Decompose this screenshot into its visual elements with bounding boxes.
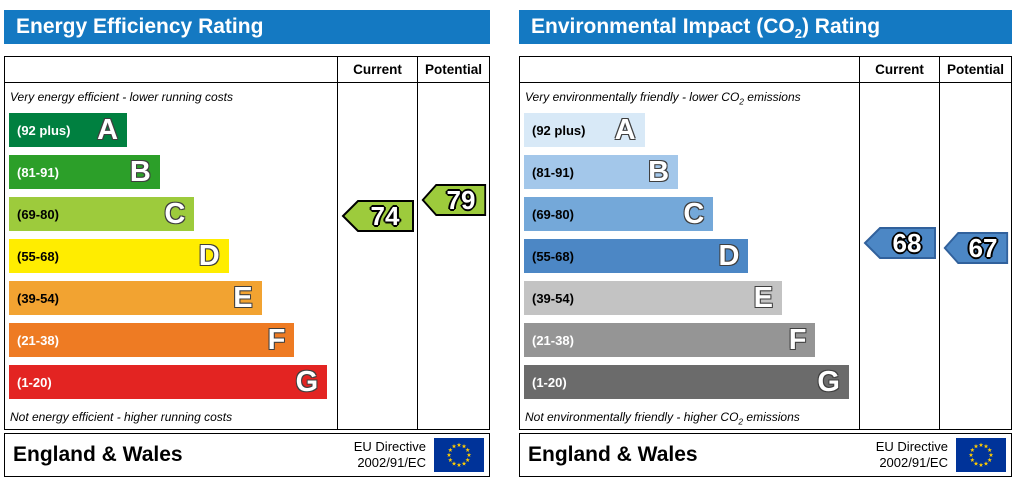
band-column-header: [520, 57, 859, 83]
eu-directive-text: EU Directive 2002/91/EC: [875, 439, 948, 470]
band-row: (92 plus) A: [520, 109, 859, 151]
band-c-bar: (69-80) C: [524, 197, 714, 231]
band-letter: B: [129, 155, 151, 188]
panel-title-text: Environmental Impact (CO: [531, 15, 795, 38]
band-range-label: (69-80): [532, 206, 574, 222]
band-row: (1-20) G: [5, 361, 337, 403]
co2-rating-chart: Current Potential Very environmentally f…: [519, 56, 1012, 430]
band-row: (81-91) B: [5, 151, 337, 193]
band-row: (39-54) E: [5, 277, 337, 319]
band-range-label: (1-20): [532, 374, 567, 390]
band-range-label: (55-68): [17, 248, 59, 264]
top-note: Very energy efficient - lower running co…: [10, 90, 233, 104]
band-letter: E: [753, 281, 773, 314]
potential-column-header: Potential: [939, 57, 1011, 83]
energy-panel-title: Energy Efficiency Rating: [4, 10, 490, 44]
band-row: (69-80) C: [520, 193, 859, 235]
band-g-bar: (1-20) G: [9, 365, 328, 399]
co2-panel-footer: England & Wales EU Directive 2002/91/EC: [519, 433, 1012, 477]
bottom-note: Not environmentally friendly - higher CO…: [525, 410, 800, 427]
band-row: (55-68) D: [5, 235, 337, 277]
energy-rating-chart: Current Potential Very energy efficient …: [4, 56, 490, 430]
potential-column-header: Potential: [417, 57, 489, 83]
rating-bands-area: Very environmentally friendly - lower CO…: [520, 83, 859, 429]
band-letter: D: [718, 239, 740, 272]
current-column-header: Current: [859, 57, 939, 83]
potential-rating-arrow: 67: [943, 231, 1009, 265]
potential-rating-value: 79: [446, 184, 476, 215]
band-letter: E: [233, 281, 253, 314]
region-label: England & Wales: [13, 443, 183, 466]
band-letter: A: [614, 113, 636, 146]
bottom-note: Not energy efficient - higher running co…: [10, 410, 233, 424]
band-letter: F: [267, 323, 286, 356]
eu-flag-icon: [434, 438, 484, 472]
band-column-header: [5, 57, 337, 83]
band-range-label: (92 plus): [17, 122, 71, 138]
eu-flag-icon: [956, 438, 1006, 472]
band-range-label: (39-54): [17, 290, 59, 306]
band-range-label: (81-91): [532, 164, 574, 180]
band-letter: B: [648, 155, 670, 188]
band-row: (21-38) F: [520, 319, 859, 361]
band-letter: G: [817, 365, 840, 398]
band-row: (81-91) B: [520, 151, 859, 193]
band-range-label: (69-80): [17, 206, 59, 222]
environmental-impact-panel: Environmental Impact (CO2) Rating Curren…: [519, 10, 1012, 477]
band-row: (69-80) C: [5, 193, 337, 235]
band-letter: C: [164, 197, 186, 230]
current-rating-column: 74: [337, 83, 417, 429]
band-d-bar: (55-68) D: [9, 239, 229, 273]
band-b-bar: (81-91) B: [9, 155, 160, 189]
band-d-bar: (55-68) D: [524, 239, 749, 273]
energy-panel-footer: England & Wales EU Directive 2002/91/EC: [4, 433, 490, 477]
potential-rating-value: 67: [968, 232, 998, 263]
rating-bands-area: Very energy efficient - lower running co…: [5, 83, 337, 429]
band-range-label: (92 plus): [532, 122, 586, 138]
energy-efficiency-panel: Energy Efficiency Rating Current Potenti…: [4, 10, 490, 477]
current-rating-value: 74: [370, 200, 400, 231]
band-range-label: (81-91): [17, 164, 59, 180]
band-range-label: (55-68): [532, 248, 574, 264]
region-label: England & Wales: [528, 443, 698, 466]
band-f-bar: (21-38) F: [524, 323, 816, 357]
band-range-label: (21-38): [17, 332, 59, 348]
band-letter: G: [295, 365, 319, 398]
band-range-label: (39-54): [532, 290, 574, 306]
panel-title-text-post: ) Rating: [801, 15, 881, 38]
band-row: (55-68) D: [520, 235, 859, 277]
band-b-bar: (81-91) B: [524, 155, 679, 189]
band-g-bar: (1-20) G: [524, 365, 849, 399]
current-rating-column: 68: [859, 83, 939, 429]
band-range-label: (1-20): [17, 374, 52, 390]
band-letter: A: [97, 113, 119, 146]
band-c-bar: (69-80) C: [9, 197, 195, 231]
co2-panel-title: Environmental Impact (CO2) Rating: [519, 10, 1012, 44]
current-rating-arrow: 68: [863, 226, 937, 260]
band-e-bar: (39-54) E: [524, 281, 782, 315]
band-range-label: (21-38): [532, 332, 574, 348]
band-letter: C: [683, 197, 705, 230]
band-a-bar: (92 plus) A: [9, 113, 128, 147]
current-rating-arrow: 74: [341, 199, 415, 233]
panel-title-text: Energy Efficiency Rating: [16, 15, 264, 38]
top-note: Very environmentally friendly - lower CO…: [525, 90, 801, 107]
eu-directive-text: EU Directive 2002/91/EC: [353, 439, 426, 470]
band-f-bar: (21-38) F: [9, 323, 295, 357]
band-a-bar: (92 plus) A: [524, 113, 645, 147]
band-letter: D: [198, 239, 220, 272]
band-row: (1-20) G: [520, 361, 859, 403]
current-rating-value: 68: [892, 227, 922, 258]
band-e-bar: (39-54) E: [9, 281, 262, 315]
band-row: (92 plus) A: [5, 109, 337, 151]
band-row: (21-38) F: [5, 319, 337, 361]
band-row: (39-54) E: [520, 277, 859, 319]
potential-rating-column: 79: [417, 83, 489, 429]
current-column-header: Current: [337, 57, 417, 83]
panel-title-sub: 2: [794, 26, 802, 42]
potential-rating-arrow: 79: [421, 183, 487, 217]
potential-rating-column: 67: [939, 83, 1011, 429]
band-letter: F: [788, 323, 807, 356]
